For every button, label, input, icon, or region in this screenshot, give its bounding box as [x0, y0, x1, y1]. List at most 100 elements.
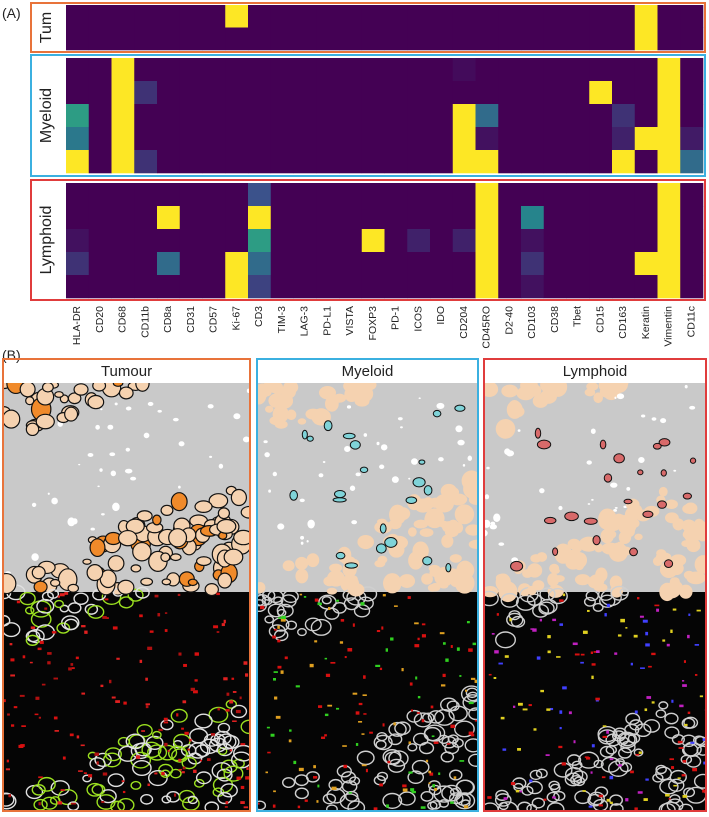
highlight-cell	[599, 439, 607, 450]
fluor-dot	[281, 615, 286, 620]
highlight-cell	[418, 459, 426, 465]
fluor-dot	[625, 627, 628, 629]
heatmap-cell	[361, 275, 385, 299]
marker-label: CD45RO	[481, 306, 493, 349]
fluor-dot	[240, 801, 245, 805]
fluor-dot	[438, 772, 441, 775]
fluor-dot	[421, 719, 425, 723]
fluor-dot	[645, 778, 649, 781]
heatmap-cell	[270, 127, 294, 151]
fluor-dot	[360, 602, 365, 606]
marker-label: LAG-3	[299, 306, 311, 337]
fluor-dot	[528, 704, 532, 707]
heatmap-cell	[657, 229, 681, 253]
fluor-dot	[54, 730, 59, 732]
fluor-dot	[187, 748, 190, 751]
fluor-cell	[652, 773, 664, 783]
marker-label: Ki-67	[230, 306, 242, 331]
fluor-cell	[96, 794, 116, 810]
fluor-dot	[81, 625, 86, 628]
fluor-dot	[9, 643, 13, 646]
fluor-cell	[136, 723, 153, 738]
heatmap-cell	[430, 58, 454, 82]
heatmap-cell	[566, 275, 590, 299]
marker-label: TIM-3	[276, 306, 288, 334]
fluor-dot	[229, 700, 234, 704]
cell	[651, 417, 657, 421]
cell	[54, 391, 64, 398]
fluor-dot	[361, 764, 367, 767]
fluor-cell	[547, 587, 568, 605]
cell	[264, 452, 270, 458]
fluor-dot	[316, 800, 319, 803]
fluor-dot	[375, 664, 381, 668]
fluor-dot	[157, 613, 161, 617]
fluor-dot	[468, 731, 474, 735]
heatmap-cell	[430, 81, 454, 105]
heatmap-cell	[270, 27, 294, 51]
heatmap-cell	[66, 81, 90, 105]
cell	[187, 578, 198, 587]
fluor-dot	[595, 699, 599, 702]
fluor-dot	[207, 758, 211, 762]
cell	[67, 583, 80, 593]
heatmap-cell	[225, 127, 249, 151]
fluor-dot	[330, 661, 336, 664]
fluor-dot	[390, 637, 394, 641]
cell	[455, 425, 463, 433]
heatmap-cell	[498, 81, 522, 105]
fluor-dot	[639, 615, 644, 618]
fluor-dot	[62, 756, 66, 760]
fluor-dot	[246, 767, 249, 770]
fluor-dot	[293, 760, 297, 765]
heatmap-cell	[179, 183, 203, 207]
fluor-cell	[3, 792, 17, 810]
fluor-dot	[382, 594, 386, 597]
fluor-dot	[101, 801, 105, 803]
heatmap-cell	[339, 229, 363, 253]
fluor-cell	[422, 712, 435, 723]
fluor-dot	[299, 593, 303, 596]
fluor-dot	[580, 653, 585, 656]
fluor-cell	[535, 768, 548, 779]
fluor-cell	[180, 744, 197, 757]
fluor-dot	[671, 766, 675, 769]
fluor-dot	[145, 705, 149, 709]
cell	[345, 574, 358, 583]
fluor-cell	[678, 803, 694, 810]
fluor-dot	[558, 745, 563, 749]
heatmap-cell	[407, 183, 431, 207]
fluor-cell	[41, 796, 58, 810]
heatmap-cell	[657, 252, 681, 276]
fluor-dot	[280, 618, 286, 622]
group-label: Lymphoid	[38, 206, 55, 275]
marker-label: D2-40	[503, 306, 515, 335]
fluor-cell	[566, 754, 582, 766]
fluor-cell	[145, 735, 164, 751]
fluor-dot	[529, 779, 533, 783]
fluor-cell	[169, 768, 182, 779]
heatmap-cell	[612, 252, 636, 276]
fluor-dot	[681, 680, 685, 682]
fluor-dot	[642, 619, 648, 623]
fluor-dot	[519, 790, 523, 793]
fluor-cell	[82, 774, 92, 783]
fluor-dot	[468, 648, 473, 652]
fluor-cell	[373, 734, 393, 751]
fluor-dot	[681, 774, 686, 777]
fluor-dot	[163, 721, 169, 724]
marker-label: CD31	[185, 306, 197, 333]
fluor-dot	[240, 785, 245, 790]
heatmap-cell	[543, 229, 567, 253]
heatmap-cell	[612, 81, 636, 105]
fluor-cell	[548, 780, 560, 791]
cell	[684, 384, 688, 389]
fluor-dot	[682, 794, 688, 798]
fluor-dot	[321, 736, 326, 739]
cell	[110, 470, 117, 477]
fluor-dot	[363, 675, 366, 679]
heatmap-cell	[134, 104, 158, 128]
heatmap-cell	[111, 229, 135, 253]
cell	[620, 546, 632, 556]
fluor-dot	[679, 704, 684, 708]
